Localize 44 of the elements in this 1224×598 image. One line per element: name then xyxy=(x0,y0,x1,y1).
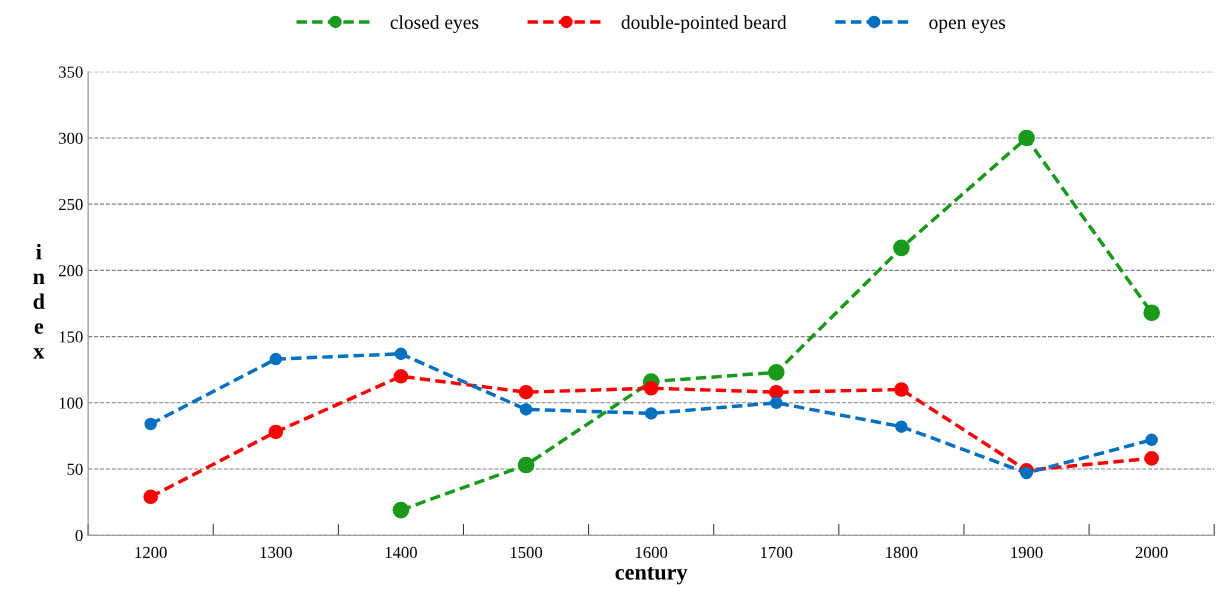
x-tick-label: 1400 xyxy=(385,546,417,559)
y-tick-label: 0 xyxy=(75,529,83,542)
legend-label: double-pointed beard xyxy=(621,15,787,33)
point xyxy=(394,347,408,361)
y-tick-label: 200 xyxy=(59,265,83,277)
point xyxy=(1144,451,1159,466)
y-axis-title: index xyxy=(33,243,45,359)
point xyxy=(518,384,534,400)
point xyxy=(768,384,784,400)
legend-label: closed eyes xyxy=(390,15,479,33)
point xyxy=(895,420,908,433)
point xyxy=(268,424,284,440)
legend-label: open eyes xyxy=(929,19,1006,33)
point xyxy=(519,403,533,416)
point xyxy=(894,382,909,397)
point xyxy=(269,352,283,366)
point xyxy=(143,489,158,505)
point xyxy=(643,380,659,396)
point xyxy=(1145,433,1158,447)
x-tick-label: 1300 xyxy=(260,546,292,559)
x-tick-label: 1200 xyxy=(135,546,167,559)
point xyxy=(644,407,658,420)
y-tick-label: 250 xyxy=(59,198,83,211)
point xyxy=(393,369,409,384)
y-tick-label: 50 xyxy=(67,463,83,475)
x-tick-label: 1500 xyxy=(510,546,543,559)
point xyxy=(767,364,785,381)
point xyxy=(1143,304,1160,322)
y-tick-label: 300 xyxy=(59,132,83,144)
y-tick-label: 100 xyxy=(59,397,83,409)
x-axis-title: century xyxy=(615,567,688,585)
y-tick-label: 150 xyxy=(59,331,83,343)
x-tick-label: 2000 xyxy=(1135,546,1168,559)
point xyxy=(144,417,157,431)
x-tick-label: 1600 xyxy=(635,546,668,559)
point xyxy=(770,396,783,410)
x-tick-label: 1900 xyxy=(1011,546,1043,559)
point xyxy=(392,501,410,519)
point xyxy=(517,456,535,474)
point xyxy=(893,239,910,257)
x-tick-label: 1700 xyxy=(761,546,793,559)
x-tick-label: 1800 xyxy=(886,546,918,559)
point xyxy=(1018,129,1035,147)
y-tick-label: 350 xyxy=(59,66,83,78)
